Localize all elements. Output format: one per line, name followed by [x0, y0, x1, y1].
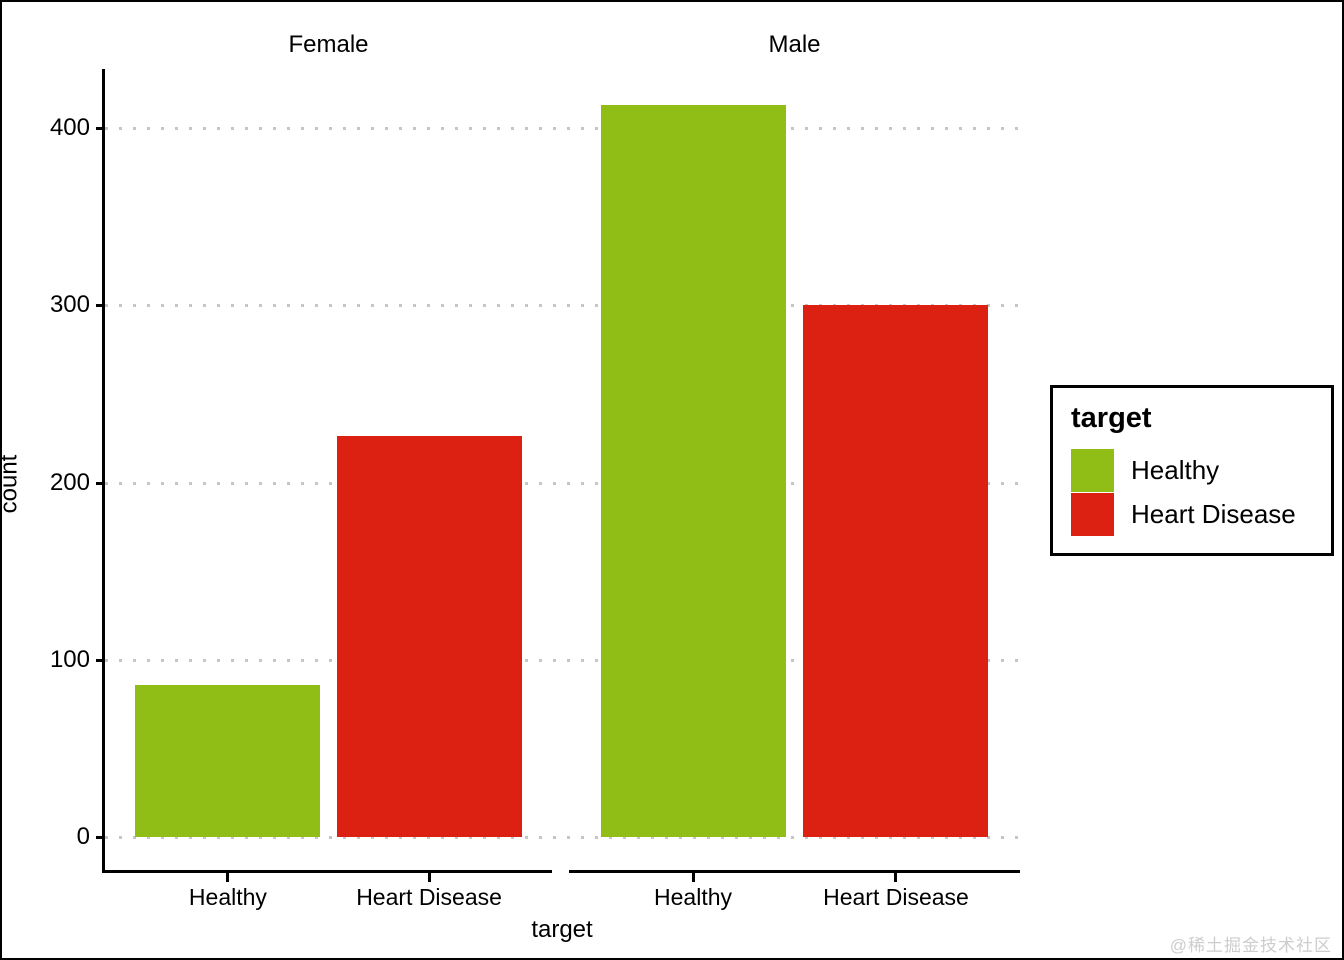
- y-tick-label-400: 400: [49, 114, 90, 141]
- watermark: @稀土掘金技术社区: [1169, 936, 1332, 955]
- y-axis-title: count: [0, 454, 23, 514]
- x-axis-title: target: [531, 916, 593, 943]
- legend-box: target Healthy Heart Disease: [1050, 385, 1334, 556]
- legend-label-1: Heart Disease: [1131, 498, 1296, 529]
- y-axis-line: [102, 69, 105, 873]
- legend-item-1: Heart Disease: [1071, 492, 1313, 536]
- gridline-y-300: [105, 304, 1020, 308]
- y-tick-label-300: 300: [49, 291, 90, 319]
- legend-swatch-1: [1071, 492, 1114, 536]
- y-tick-label-200: 200: [49, 468, 90, 496]
- gridline-y-200: [105, 481, 1020, 485]
- x-tick-label-0-0: Healthy: [188, 884, 267, 910]
- legend-swatch-0: [1071, 448, 1114, 492]
- x-tick-1-1: [894, 873, 898, 882]
- gridline-y-0: [105, 836, 1020, 839]
- y-tick-0: [96, 836, 105, 839]
- legend-item-0: Healthy: [1071, 448, 1313, 492]
- x-tick-1-0: [691, 873, 695, 882]
- legend-items: Healthy Heart Disease: [1071, 448, 1313, 536]
- gridline-y-100: [105, 658, 1020, 662]
- x-tick-label-1-1: Heart Disease: [823, 884, 969, 910]
- bar-female-1: [336, 436, 522, 837]
- x-axis-line-0: [105, 870, 552, 873]
- legend-label-0: Healthy: [1131, 454, 1220, 485]
- x-tick-label-1-0: Healthy: [654, 884, 732, 910]
- bar-female-0: [135, 684, 321, 837]
- y-tick-label-0: 0: [76, 823, 90, 850]
- x-tick-label-0-1: Heart Disease: [356, 884, 502, 910]
- x-axis-line-1: [569, 870, 1020, 873]
- bar-male-0: [600, 104, 786, 837]
- legend-title: target: [1071, 402, 1152, 434]
- facet-title-0: Female: [288, 31, 369, 58]
- gridline-y-400: [105, 127, 1020, 130]
- facet-title-1: Male: [768, 31, 821, 58]
- y-tick-300: [96, 304, 105, 308]
- x-tick-0-1: [427, 873, 431, 882]
- x-tick-0-0: [226, 873, 230, 882]
- bar-male-1: [803, 305, 989, 837]
- y-tick-400: [96, 127, 105, 130]
- y-tick-200: [96, 481, 105, 485]
- y-tick-100: [96, 658, 105, 662]
- y-tick-label-100: 100: [49, 645, 90, 673]
